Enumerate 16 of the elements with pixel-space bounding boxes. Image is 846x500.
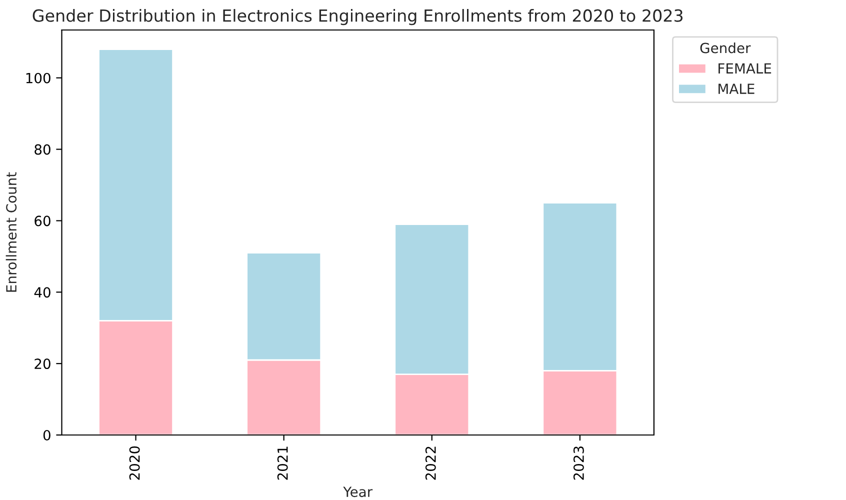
y-axis-title: Enrollment Count: [6, 172, 17, 292]
x-tick-label: 2023: [573, 446, 584, 480]
y-tick-label: 100: [26, 72, 50, 84]
y-tick-label: 0: [43, 430, 50, 440]
x-axis-title: Year: [343, 486, 373, 498]
y-tick-label: 60: [34, 216, 50, 226]
y-tick-label: 40: [34, 287, 50, 298]
legend-label: FEMALE: [718, 63, 772, 74]
legend-label: MALE: [718, 84, 754, 94]
x-tick-label: 2021: [277, 446, 288, 480]
x-tick-label: 2022: [425, 446, 436, 480]
legend-title: Gender: [700, 42, 751, 54]
chart-title: Gender Distribution in Electronics Engineering Enrollments from 2020 to 2023: [32, 9, 683, 26]
x-tick-label: 2020: [129, 446, 140, 480]
y-tick-label: 80: [34, 144, 50, 155]
y-tick-label: 20: [34, 358, 50, 370]
